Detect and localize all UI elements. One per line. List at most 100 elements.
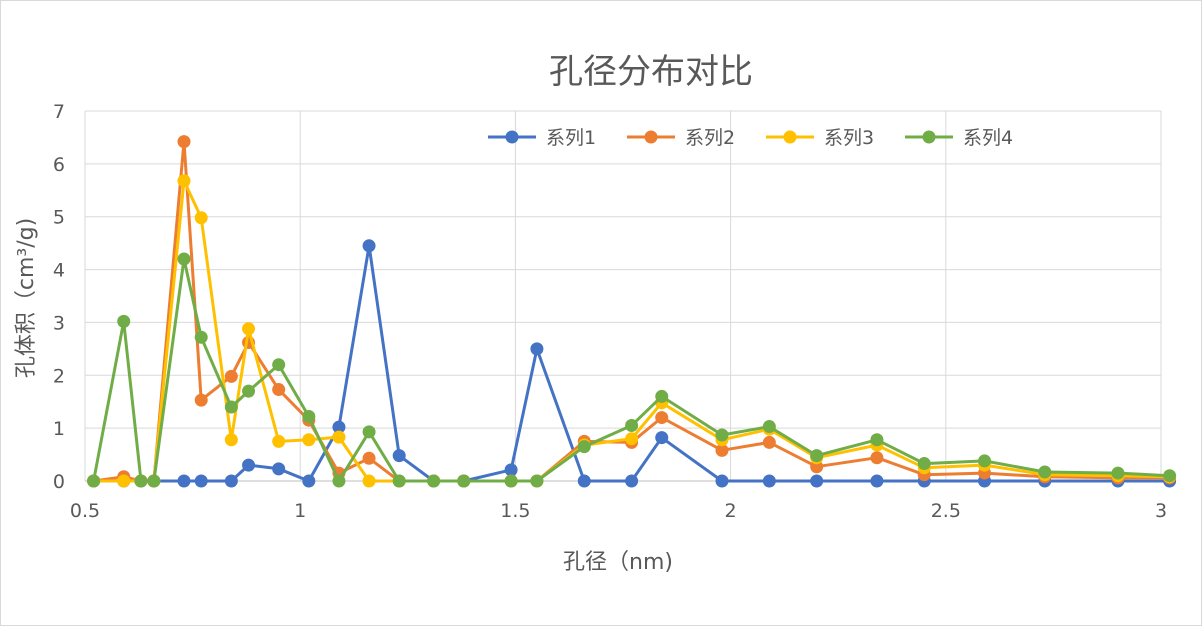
data-point [1038,465,1052,479]
data-point [530,342,544,356]
data-point [715,428,729,442]
data-point [870,433,884,447]
data-point [655,431,669,445]
y-tick-label: 7 [53,101,65,123]
x-tick-label: 2 [725,500,737,522]
y-tick-label: 4 [53,260,65,282]
data-point [530,474,544,488]
data-point [272,358,286,372]
data-point [194,393,208,407]
data-point [762,435,776,449]
legend-item: 系列3 [766,127,874,149]
legend-item: 系列4 [905,127,1013,149]
data-point [177,252,191,266]
data-point [362,425,376,439]
data-point [362,239,376,253]
data-point [504,474,518,488]
data-point [762,474,776,488]
data-point [457,474,471,488]
y-tick-label: 3 [53,312,65,334]
data-point [392,474,406,488]
y-tick-label: 1 [53,418,65,440]
data-point [87,474,101,488]
x-tick-label: 3 [1155,500,1167,522]
y-tick-label: 2 [53,365,65,387]
data-point [302,433,316,447]
data-point [392,449,406,463]
data-point [870,474,884,488]
legend-swatch-marker [644,130,658,144]
legend-swatch-marker [922,130,936,144]
data-point [1163,469,1177,483]
data-point [194,330,208,344]
legend-label: 系列4 [963,127,1013,149]
data-point [272,434,286,448]
legend: 系列1 系列2 系列3 系列4 [488,127,1013,149]
x-axis-title: 孔径（nm) [563,550,673,575]
data-point [625,474,639,488]
data-point [332,474,346,488]
data-point [117,474,131,488]
data-point [655,411,669,425]
x-tick-label: 2.5 [931,500,961,522]
series-layer [87,135,1177,488]
grid-layer [84,110,1162,482]
data-point [810,460,824,474]
legend-swatch-marker [783,130,797,144]
data-point [810,449,824,463]
data-point [362,451,376,465]
y-tick-label: 0 [53,471,65,493]
series-1 [87,239,1177,488]
data-point [177,174,191,188]
data-point [272,462,286,476]
data-point [427,474,441,488]
data-point [978,454,992,468]
legend-label: 系列3 [824,127,874,149]
series-3 [87,174,1177,488]
y-axis-title: 孔体积（cm³/g) [14,218,39,378]
x-tick-label: 0.5 [70,500,100,522]
data-point [715,474,729,488]
data-point [762,420,776,434]
data-point [715,443,729,457]
data-point [194,474,208,488]
y-tick-label: 6 [53,154,65,176]
series-4 [87,252,1177,488]
data-point [147,474,161,488]
data-point [224,369,238,383]
data-point [302,410,316,424]
data-point [917,457,931,471]
data-point [242,384,256,398]
data-point [177,474,191,488]
data-point [577,440,591,454]
y-tick-label: 5 [53,207,65,229]
legend-label: 系列2 [685,127,735,149]
data-point [577,474,591,488]
data-point [272,383,286,397]
data-point [332,430,346,444]
data-point [177,135,191,149]
legend-item: 系列1 [488,127,596,149]
chart-title: 孔径分布对比 [549,52,753,92]
data-point [242,458,256,472]
x-tick-label: 1.5 [500,500,530,522]
data-point [504,463,518,477]
data-point [625,419,639,432]
data-point [224,433,238,447]
data-point [242,322,256,336]
data-point [1111,466,1125,480]
data-point [224,400,238,414]
data-point [134,474,148,488]
data-point [625,432,639,446]
data-point [362,474,376,488]
legend-label: 系列1 [546,127,596,149]
data-point [870,451,884,465]
legend-swatch-marker [505,130,519,144]
data-point [194,211,208,225]
data-point [655,389,669,403]
legend-item: 系列2 [627,127,735,149]
x-tick-label: 1 [294,500,306,522]
data-point [117,314,131,328]
